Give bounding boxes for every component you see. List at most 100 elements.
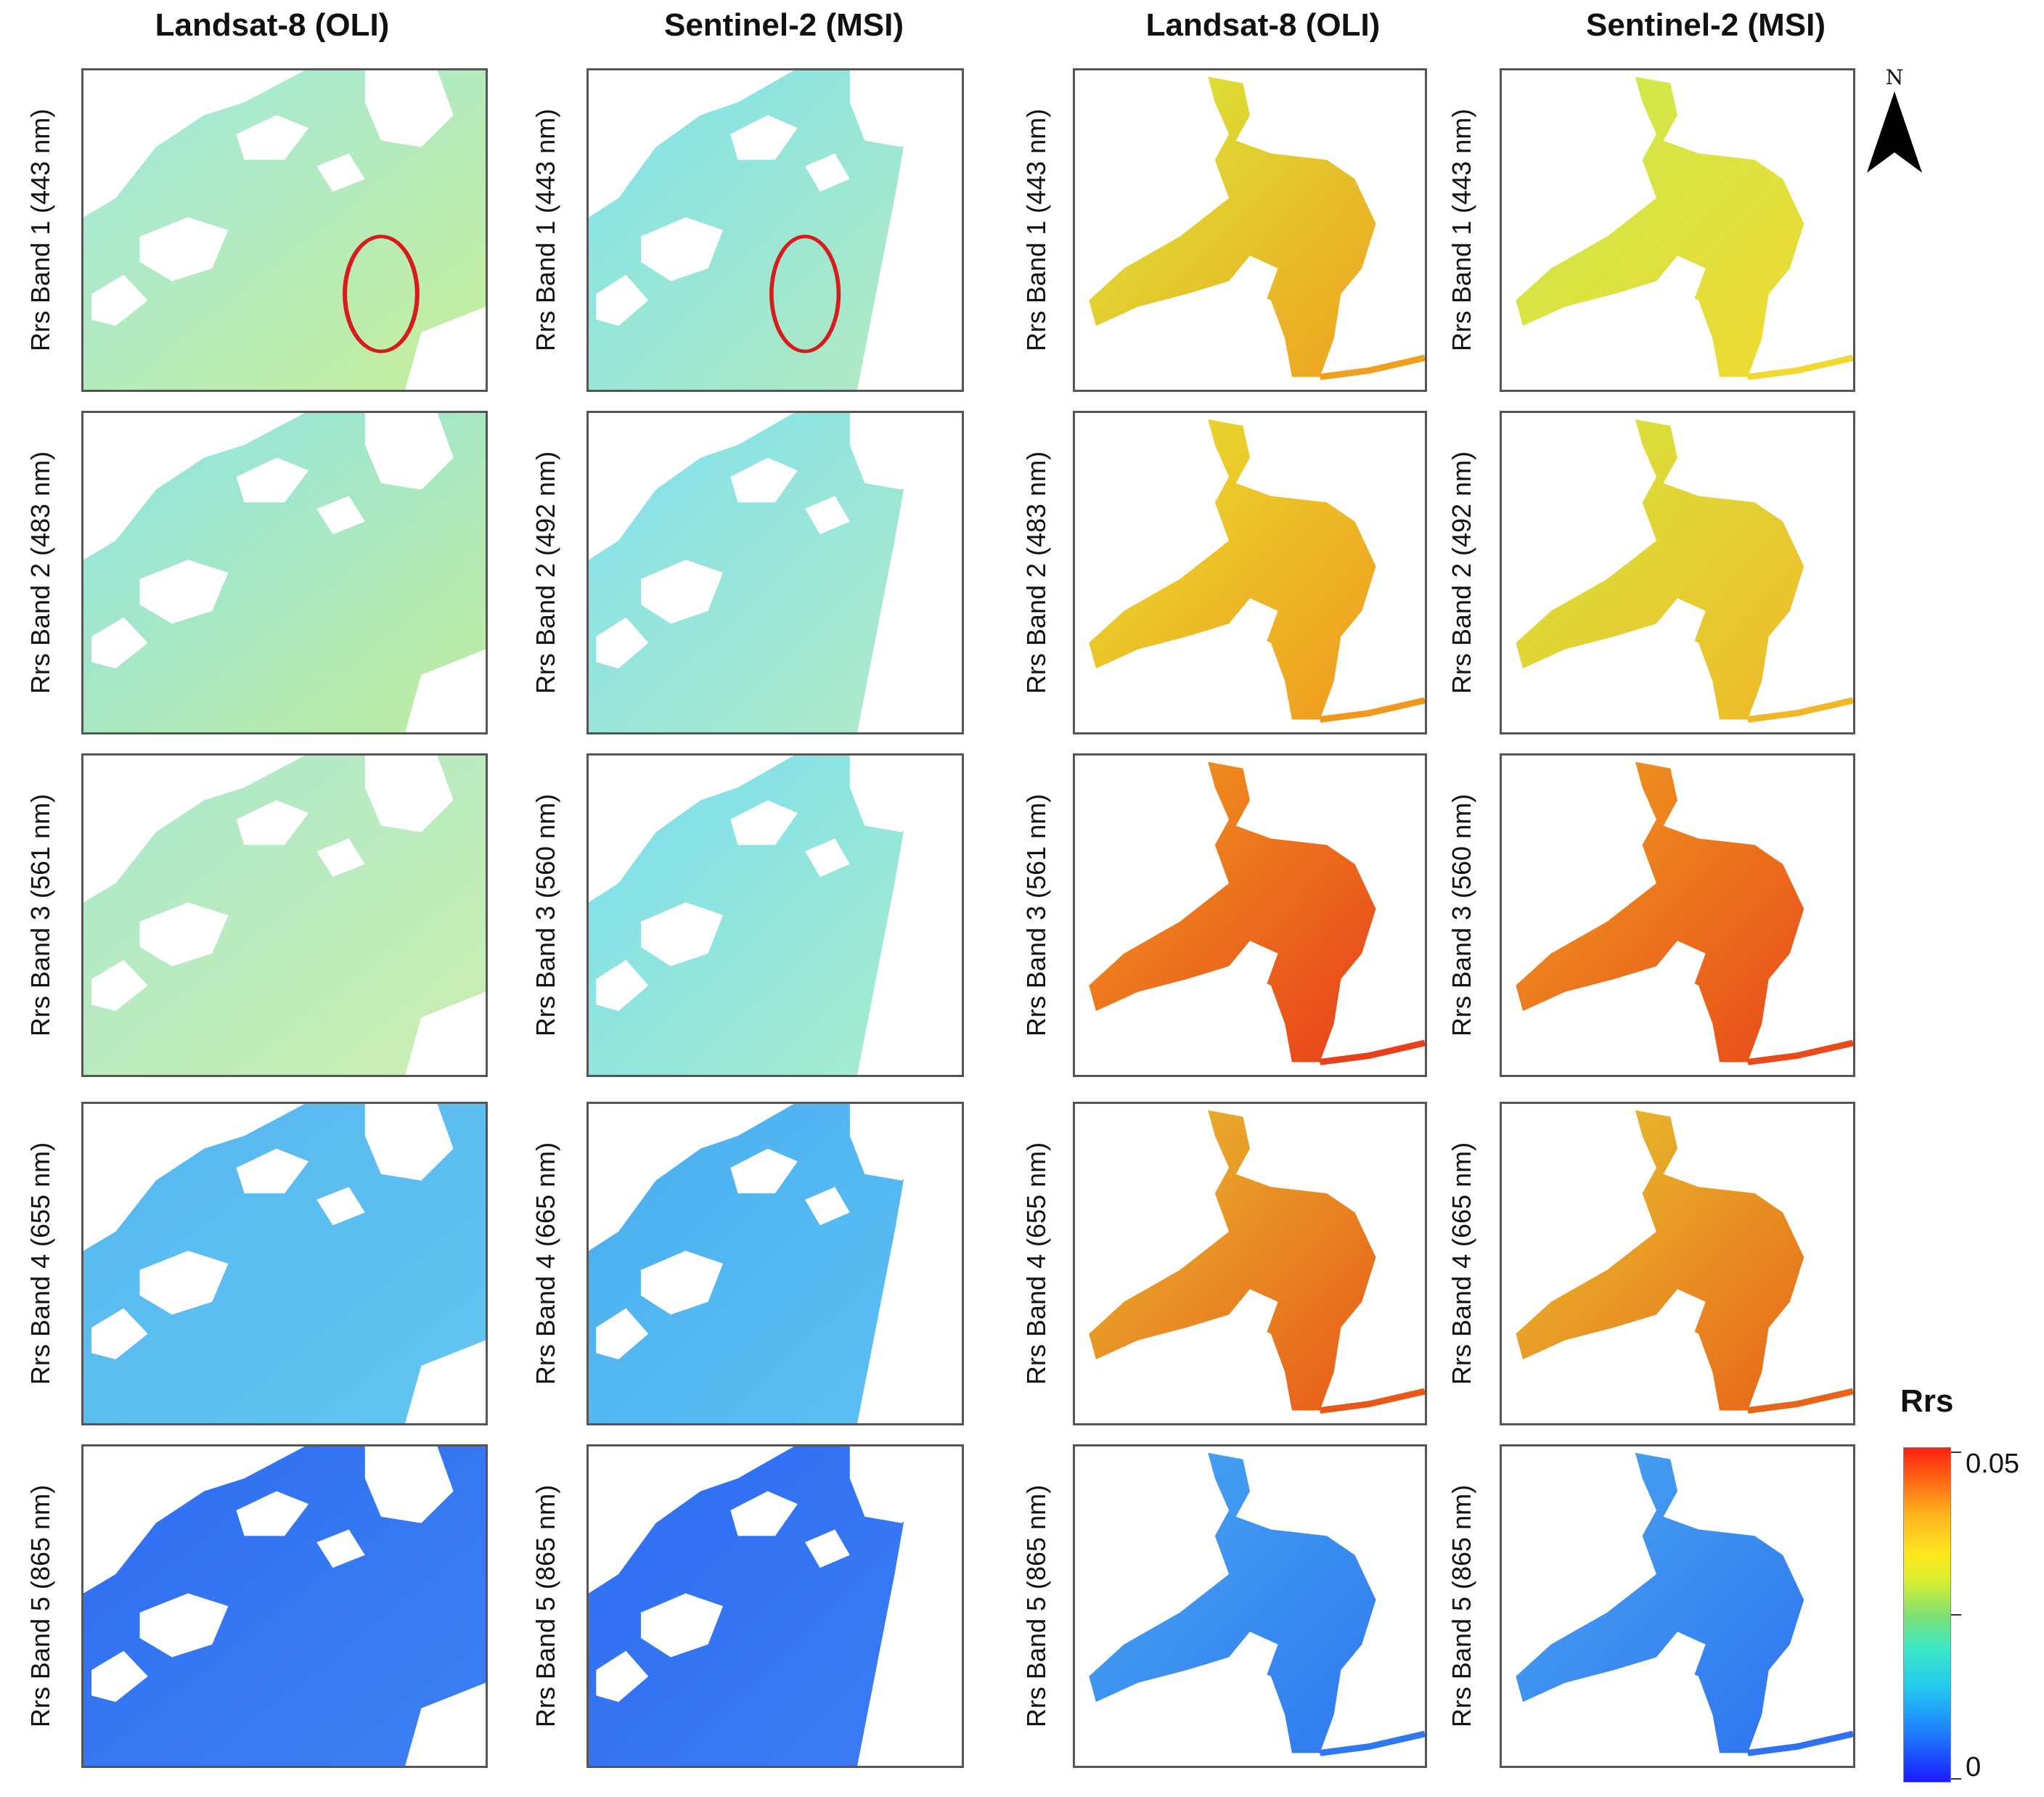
water-body [1516, 419, 1804, 720]
colorbar-title: Rrs [1900, 1383, 1954, 1419]
land-mass [405, 1340, 486, 1423]
north-arrow: N [1867, 65, 1922, 174]
river-channel [1747, 354, 1853, 380]
land-mass [887, 991, 962, 1075]
row-label-band3-col1: Rrs Band 3 (561 nm) [25, 793, 55, 1037]
row-label-band1-col1: Rrs Band 1 (443 nm) [25, 108, 55, 352]
land-mass [589, 413, 794, 560]
map-panel-band4-col2 [586, 1102, 964, 1425]
row-label-band4-col3: Rrs Band 4 (655 nm) [1021, 1142, 1051, 1385]
map-panel-band1-col1 [81, 68, 488, 392]
land-mass [83, 413, 305, 560]
row-label-band4-col4: Rrs Band 4 (665 nm) [1447, 1142, 1476, 1385]
land-mass [730, 1491, 798, 1536]
map-panel-band5-col1 [81, 1444, 488, 1768]
island [1229, 255, 1278, 314]
land-mass [364, 1446, 454, 1523]
land-mass [91, 959, 148, 1011]
land-mass [236, 115, 309, 160]
land-mass [887, 649, 962, 732]
map-panel-band1-col3 [1073, 68, 1427, 392]
land-mass [316, 496, 365, 535]
water-body [1089, 76, 1376, 377]
land-mass [139, 217, 229, 282]
river-channel [1747, 1730, 1853, 1756]
colorbar-tick-min [1951, 1778, 1961, 1780]
map-panel-band5-col2 [586, 1444, 964, 1768]
land-mass [887, 1340, 962, 1423]
north-letter: N [1885, 65, 1904, 89]
highlight-ellipse [769, 234, 841, 353]
row-label-band4-col2: Rrs Band 4 (665 nm) [531, 1142, 560, 1385]
island [1229, 1632, 1278, 1690]
row-label-band2-col1: Rrs Band 2 (483 nm) [25, 451, 55, 695]
row-label-band2-col3: Rrs Band 2 (483 nm) [1021, 451, 1051, 695]
land-mass [83, 756, 305, 903]
land-mass [316, 838, 365, 877]
land-mass [316, 153, 365, 192]
map-panel-band2-col3 [1073, 411, 1427, 734]
land-mass [364, 70, 454, 147]
row-label-band3-col2: Rrs Band 3 (560 nm) [531, 793, 560, 1037]
land-mass [596, 959, 649, 1011]
land-mass [596, 1308, 649, 1359]
land-mass [364, 756, 454, 832]
river-channel [1319, 354, 1425, 380]
land-mass [139, 1593, 229, 1658]
row-label-band1-col2: Rrs Band 1 (443 nm) [531, 108, 560, 352]
land-mass [805, 496, 850, 535]
land-mass [589, 70, 794, 218]
land-mass [640, 217, 724, 282]
land-mass [91, 274, 148, 326]
row-label-band5-col3: Rrs Band 5 (865 nm) [1021, 1484, 1051, 1728]
row-label-band2-col4: Rrs Band 2 (492 nm) [1447, 451, 1476, 695]
land-mass [730, 1148, 798, 1194]
land-mass [640, 902, 724, 967]
highlight-ellipse [343, 234, 420, 353]
land-mass [405, 991, 486, 1075]
land-mass [589, 1446, 794, 1594]
water-body [1089, 1110, 1376, 1411]
water-body [1089, 1452, 1376, 1753]
river-channel [1319, 697, 1425, 723]
water-body [1516, 1110, 1804, 1411]
map-panel-band3-col1 [81, 753, 488, 1077]
column-title-landsat-right: Landsat-8 (OLI) [1145, 7, 1381, 43]
map-panel-band3-col3 [1073, 753, 1427, 1077]
land-mass [139, 560, 229, 624]
water-body [1089, 419, 1376, 720]
land-mass [139, 1250, 229, 1315]
island [1656, 941, 1706, 999]
water-body [1516, 76, 1804, 377]
row-label-band1-col3: Rrs Band 1 (443 nm) [1021, 108, 1051, 352]
river-channel [1319, 1730, 1425, 1756]
land-mass [805, 153, 850, 192]
land-mass [589, 1104, 794, 1251]
colorbar-tick-mid [1951, 1614, 1961, 1616]
land-mass [405, 1682, 486, 1766]
map-panel-band3-col4 [1500, 753, 1855, 1077]
map-panel-band4-col3 [1073, 1102, 1427, 1425]
row-label-band5-col4: Rrs Band 5 (865 nm) [1447, 1484, 1476, 1728]
water-body [1089, 761, 1376, 1063]
land-mass [364, 413, 454, 490]
land-mass [730, 457, 798, 503]
land-mass [596, 1650, 649, 1702]
land-mass [83, 1104, 305, 1251]
land-mass [640, 560, 724, 624]
map-panel-band2-col2 [586, 411, 964, 734]
colorbar-min-label: 0 [1966, 1752, 1982, 1782]
land-mass [589, 756, 794, 903]
river-channel [1747, 697, 1853, 723]
map-panel-band1-col4 [1500, 68, 1855, 392]
land-mass [640, 1593, 724, 1658]
map-panel-band2-col4 [1500, 411, 1855, 734]
river-channel [1319, 1388, 1425, 1414]
river-channel [1747, 1388, 1853, 1414]
map-panel-band1-col2 [586, 68, 964, 392]
column-title-sentinel-right: Sentinel-2 (MSI) [1585, 7, 1826, 43]
land-mass [316, 1529, 365, 1568]
island [1229, 1289, 1278, 1347]
land-mass [364, 1104, 454, 1181]
row-label-band3-col4: Rrs Band 3 (560 nm) [1447, 793, 1476, 1037]
